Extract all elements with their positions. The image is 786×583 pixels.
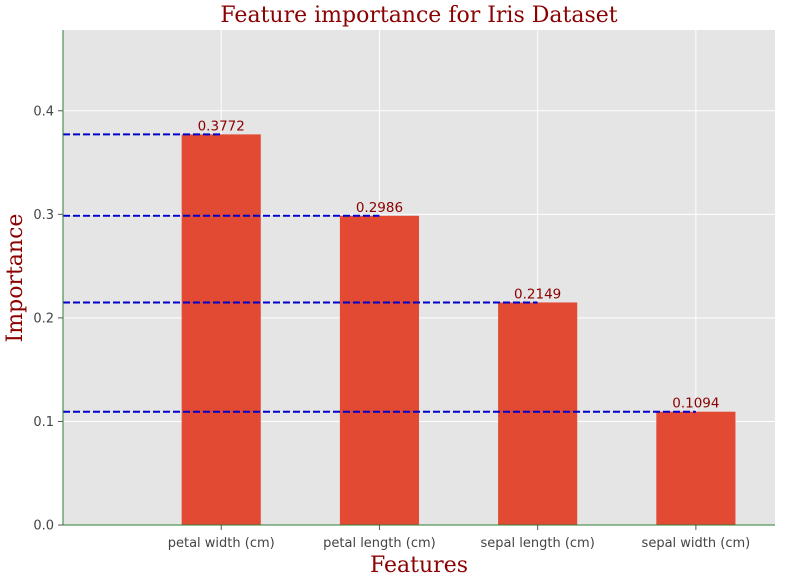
bars xyxy=(181,134,736,525)
y-tick-label: 0.1 xyxy=(33,415,54,430)
bar-value-label-1: 0.3772 xyxy=(198,118,245,134)
y-tick-label: 0.2 xyxy=(33,311,54,326)
bar-value-labels: 0.3772 0.2986 0.2149 0.1094 xyxy=(198,118,720,411)
x-tick-label: sepal width (cm) xyxy=(642,536,751,551)
x-axis-ticks: petal width (cm) petal length (cm) sepal l… xyxy=(168,525,750,551)
y-tick-label: 0.4 xyxy=(33,104,54,119)
x-tick-label: petal length (cm) xyxy=(323,536,436,551)
bar-3 xyxy=(498,302,578,525)
bar-value-label-2: 0.2986 xyxy=(356,200,403,216)
y-axis-label: Importance xyxy=(3,214,28,343)
chart-title: Feature importance for Iris Dataset xyxy=(220,3,617,28)
x-axis-label: Features xyxy=(370,553,468,578)
bar-1 xyxy=(181,134,261,525)
bar-value-label-4: 0.1094 xyxy=(672,396,719,412)
y-tick-label: 0.0 xyxy=(33,519,54,534)
axes-spines xyxy=(62,30,775,526)
x-tick-label: petal width (cm) xyxy=(168,536,275,551)
bar-4 xyxy=(656,411,736,525)
x-tick-label: sepal length (cm) xyxy=(481,536,595,551)
bar-2 xyxy=(339,215,419,525)
y-tick-label: 0.3 xyxy=(33,208,54,223)
bar-value-label-3: 0.2149 xyxy=(514,286,561,302)
y-axis-ticks: 0.0 0.1 0.2 0.3 0.4 xyxy=(33,104,63,534)
reference-lines xyxy=(63,133,696,413)
